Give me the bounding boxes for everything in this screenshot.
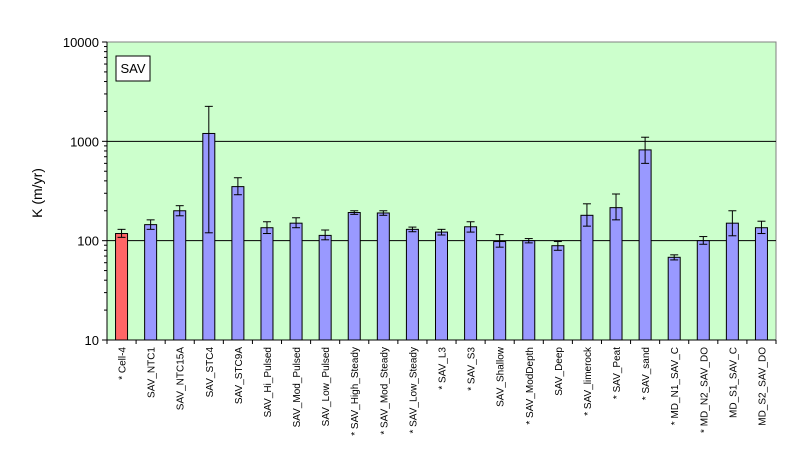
bar <box>696 240 710 341</box>
y-tick-label: 10 <box>85 333 99 348</box>
x-tick-label: SAV_Low_Pulsed <box>321 347 332 426</box>
x-tick-label: * SAV_ModDepth <box>525 347 536 425</box>
bar <box>580 214 594 341</box>
bar <box>638 149 652 341</box>
x-tick-label: MD_S2_SAV_DO <box>757 347 768 426</box>
x-tick-label: MD_S1_SAV_C <box>728 347 739 418</box>
x-tick-label: * SAV_limerock <box>583 346 594 416</box>
x-tick-label: SAV_Mod_Pulsed <box>292 347 303 427</box>
y-axis-ticks: 10 100 1000 10000 <box>63 35 108 348</box>
bar <box>522 240 536 341</box>
y-tick-label: 100 <box>77 234 99 249</box>
y-tick-label: 1000 <box>70 134 99 149</box>
chart-label-box: SAV <box>115 55 151 82</box>
bar <box>173 210 187 341</box>
x-tick-label: * SAV_sand <box>641 347 652 400</box>
bar <box>464 226 478 341</box>
bar <box>289 222 303 341</box>
x-tick-label: * SAV_L3 <box>438 347 449 390</box>
x-tick-label: * SAV_Mod_Steady <box>379 347 390 435</box>
bar <box>609 207 623 341</box>
bar <box>493 241 507 341</box>
bar <box>435 231 448 341</box>
bar <box>318 234 332 341</box>
y-tick-label: 10000 <box>63 35 99 50</box>
x-tick-label: * SAV_High_Steady <box>350 347 361 436</box>
bar <box>725 222 739 341</box>
x-tick-label: * SAV_Low_Steady <box>408 347 419 434</box>
x-tick-label: SAV_Hi_Pulsed <box>263 347 274 417</box>
chart-label-text: SAV <box>120 61 145 76</box>
bar <box>115 233 129 341</box>
bars-layer <box>115 105 768 341</box>
x-tick-label: * SAV_Peat <box>612 347 623 399</box>
x-tick-label: SAV_Shallow <box>496 346 507 407</box>
x-tick-label: * Cell-4 <box>118 347 129 380</box>
bar <box>144 224 158 341</box>
bar <box>667 256 681 341</box>
x-tick-label: * MD_N1_SAV_C <box>670 347 681 425</box>
x-axis-labels: * Cell-4 SAV_NTC1 SAV_NTC15A SAV_STC4 SAV_ST… <box>106 339 777 436</box>
bar <box>260 227 274 341</box>
bar <box>551 245 565 341</box>
bar <box>405 228 419 341</box>
y-axis-title: K (m/yr) <box>29 168 45 218</box>
x-tick-label: SAV_NTC15A <box>176 347 187 411</box>
bar <box>376 212 390 341</box>
x-tick-label: * MD_N2_SAV_DO <box>699 347 710 433</box>
x-tick-label: SAV_NTC1 <box>147 347 158 398</box>
bar <box>347 212 361 341</box>
x-tick-label: SAV_STC9A <box>234 347 245 404</box>
x-tick-label: * SAV_S3 <box>467 347 478 391</box>
x-tick-label: SAV_STC4 <box>205 347 216 398</box>
x-tick-label: SAV_Deep <box>554 347 565 396</box>
bar <box>754 227 768 341</box>
bar <box>231 186 245 341</box>
